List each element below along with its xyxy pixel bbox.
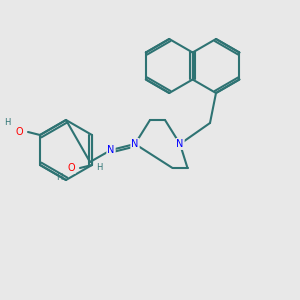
Text: H: H (96, 164, 102, 172)
Text: H: H (4, 118, 10, 127)
Text: N: N (176, 139, 184, 149)
Text: O: O (15, 127, 23, 137)
Text: N: N (107, 145, 115, 155)
Text: N: N (131, 139, 139, 149)
Text: O: O (67, 163, 75, 173)
Text: H: H (56, 172, 62, 182)
